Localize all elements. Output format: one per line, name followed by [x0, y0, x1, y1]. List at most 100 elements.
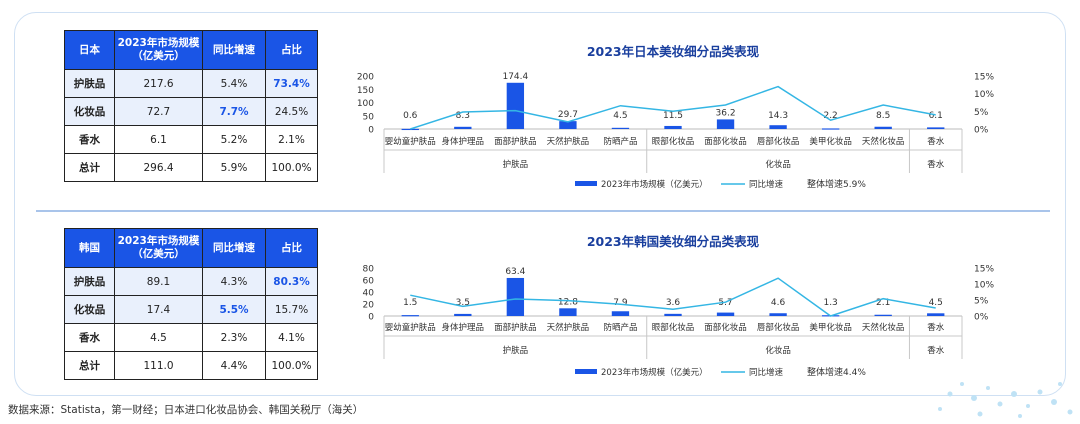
y-tick-label: 0: [368, 126, 374, 136]
cell-value: 89.1: [114, 267, 203, 296]
cell-value: 5.9%: [202, 153, 266, 182]
bar: [506, 82, 525, 129]
data-label: 63.4: [505, 267, 525, 277]
y2-tick-label: 15%: [974, 265, 994, 275]
korea-summary-table: 韩国 2023年市场规模 （亿美元） 同比增速 占比 护肤品 89.1 4.3%…: [64, 228, 318, 380]
bar: [506, 277, 525, 316]
cell-value: 100.0%: [265, 153, 318, 182]
overall-growth-note: 整体增速4.4%: [807, 366, 866, 378]
category-label: 香水: [927, 322, 945, 333]
category-label: 面部化妆品: [704, 322, 747, 333]
bar: [874, 126, 892, 129]
legend-label: 同比增速: [749, 179, 784, 190]
category-label: 防晒产品: [603, 322, 637, 333]
row-label: 总计: [64, 153, 115, 182]
chart-title: 2023年韩国美妆细分品类表现: [587, 234, 760, 249]
cell-value: 111.0: [114, 351, 203, 380]
cell-value: 15.7%: [265, 295, 318, 324]
bar: [664, 313, 682, 316]
data-label: 4.6: [771, 298, 786, 308]
data-label: 4.5: [613, 111, 627, 121]
row-label: 化妆品: [64, 97, 115, 126]
y-tick-label: 150: [357, 86, 374, 96]
cell-value: 24.5%: [265, 97, 318, 126]
data-label: 1.5: [403, 298, 417, 308]
data-label: 29.7: [558, 110, 578, 120]
category-label: 身体护理品: [442, 322, 485, 333]
header-share: 占比: [265, 30, 318, 70]
category-label: 身体护理品: [442, 136, 485, 147]
category-label: 眼部化妆品: [652, 136, 695, 147]
y2-tick-label: 0%: [974, 126, 989, 136]
header-growth: 同比增速: [202, 228, 266, 268]
growth-line: [410, 277, 936, 317]
cell-value: 5.5%: [202, 295, 266, 324]
category-label: 面部护肤品: [494, 136, 537, 147]
group-label: 香水: [927, 345, 945, 356]
bar: [716, 312, 735, 316]
decorative-dots: [938, 382, 1073, 418]
cell-value: 7.7%: [202, 97, 266, 126]
legend-bar-swatch: [575, 181, 597, 186]
y-tick-label: 200: [357, 73, 374, 83]
y-tick-label: 20: [363, 301, 375, 311]
category-label: 面部化妆品: [704, 136, 747, 147]
data-label: 1.3: [823, 298, 837, 308]
overall-growth-note: 整体增速5.9%: [807, 178, 866, 190]
y-tick-label: 40: [363, 289, 375, 299]
data-label: 4.5: [929, 298, 943, 308]
cell-value: 72.7: [114, 97, 203, 126]
y2-tick-label: 5%: [974, 297, 989, 307]
table-header-row: 韩国 2023年市场规模 （亿美元） 同比增速 占比: [64, 228, 318, 268]
header-market-size: 2023年市场规模 （亿美元）: [114, 228, 203, 268]
japan-category-chart: 2023年日本美妆细分品类表现 200 150 100 50 0 15% 10% 5% 0% 0.6…: [357, 44, 995, 190]
category-label: 香水: [927, 136, 945, 147]
cell-value: 80.3%: [265, 267, 318, 296]
row-label: 护肤品: [64, 69, 115, 98]
y2-tick-label: 10%: [974, 281, 994, 291]
row-label: 护肤品: [64, 267, 115, 296]
cell-value: 217.6: [114, 69, 203, 98]
bar: [664, 125, 682, 129]
y2-tick-label: 5%: [974, 108, 989, 118]
cell-value: 4.5: [114, 323, 203, 352]
bar: [821, 128, 840, 130]
header-growth: 同比增速: [202, 30, 266, 70]
data-label: 2.2: [823, 111, 837, 121]
category-label: 防晒产品: [603, 136, 637, 147]
cell-value: 17.4: [114, 295, 203, 324]
table-row: 化妆品 17.4 5.5% 15.7%: [64, 295, 318, 324]
category-label: 眼部化妆品: [652, 322, 695, 333]
category-label: 唇部化妆品: [757, 322, 800, 333]
data-label: 7.9: [613, 298, 628, 308]
y-tick-label: 100: [357, 99, 374, 109]
bar: [611, 127, 630, 130]
table-row: 化妆品 72.7 7.7% 24.5%: [64, 97, 318, 126]
row-label: 化妆品: [64, 295, 115, 324]
legend-label: 2023年市场规模（亿美元）: [601, 179, 708, 190]
y2-tick-label: 0%: [974, 313, 989, 323]
bar: [769, 313, 787, 316]
bar: [716, 119, 735, 129]
data-label: 5.7: [718, 298, 732, 308]
data-label: 36.2: [716, 108, 736, 118]
data-label: 12.8: [558, 297, 578, 307]
category-label: 天然化妆品: [862, 136, 905, 147]
group-label: 化妆品: [765, 159, 791, 170]
bar: [927, 313, 945, 316]
y2-tick-label: 10%: [974, 90, 994, 100]
bar: [927, 127, 945, 129]
category-label: 美甲化妆品: [809, 322, 852, 333]
bar: [559, 308, 577, 316]
cell-value: 296.4: [114, 153, 203, 182]
group-label: 化妆品: [765, 345, 791, 356]
group-label: 护肤品: [503, 159, 529, 170]
bar: [454, 313, 472, 316]
data-label: 174.4: [502, 72, 528, 82]
category-label: 婴幼童护肤品: [385, 136, 436, 147]
cell-value: 100.0%: [265, 351, 318, 380]
japan-summary-table: 日本 2023年市场规模 （亿美元） 同比增速 占比 护肤品 217.6 5.4…: [64, 30, 318, 182]
data-label: 3.5: [456, 298, 470, 308]
row-label: 总计: [64, 351, 115, 380]
